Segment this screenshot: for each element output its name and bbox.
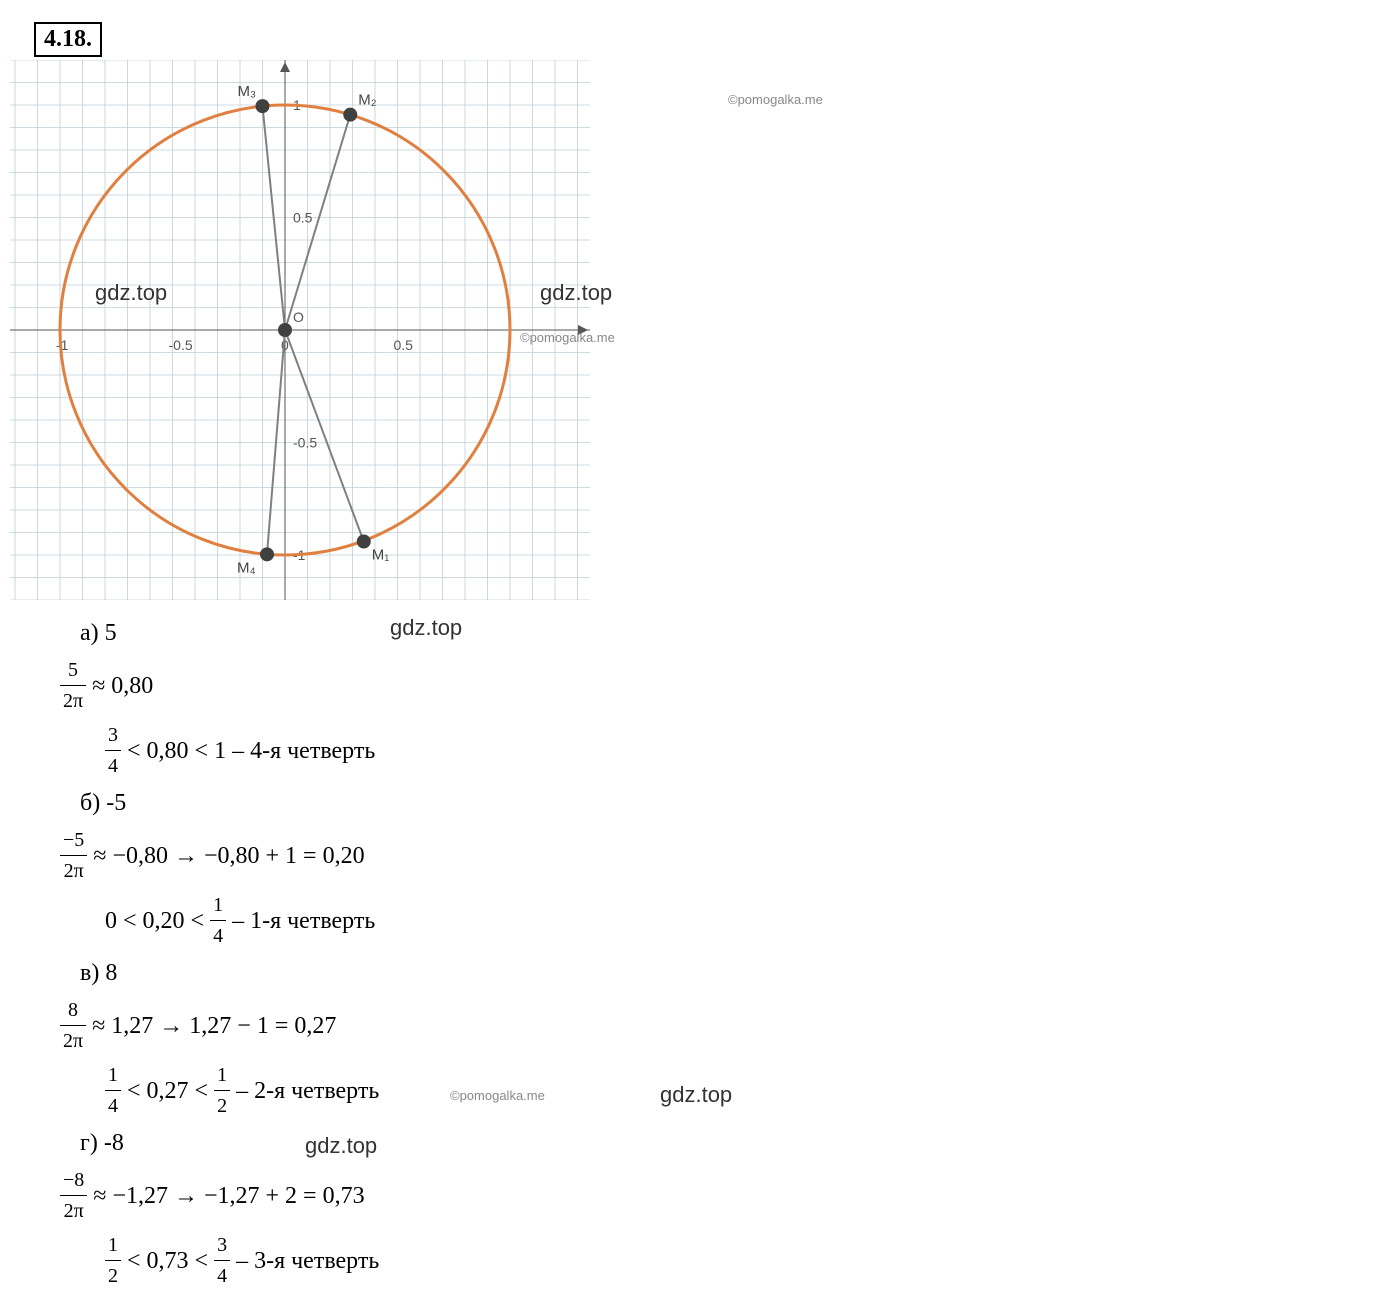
solution-c-label: в) 8 [80,955,379,991]
watermark-text: gdz.top [540,280,612,306]
watermark-text: gdz.top [95,280,167,306]
svg-text:0.5: 0.5 [293,210,313,226]
solution-b-frac: −5 2π ≈ −0,80 → −0,80 + 1 = 0,20 [60,825,379,886]
svg-text:M₁: M₁ [372,547,390,564]
solution-d-bounds: 1 2 < 0,73 < 3 4 – 3-я четверть [105,1230,379,1291]
svg-text:0.5: 0.5 [394,337,414,353]
chart-svg: -1-0.500.5-1-0.50.51OM₁M₂M₃M₄ [10,60,590,600]
svg-text:O: O [293,309,304,325]
solution-b-bounds: 0 < 0,20 < 1 4 – 1-я четверть [105,890,379,951]
watermark-text: gdz.top [305,1133,377,1159]
watermark-text: ©pomogalka.me [520,330,615,345]
solution-d-frac: −8 2π ≈ −1,27 → −1,27 + 2 = 0,73 [60,1165,379,1226]
watermark-text: ©pomogalka.me [728,92,823,107]
solution-a-bounds: 3 4 < 0,80 < 1 – 4-я четверть [105,720,379,781]
svg-text:M₂: M₂ [358,92,376,109]
solutions-block: а) 5 5 2π ≈ 0,80 3 4 < 0,80 < 1 – 4-я че… [60,615,379,1295]
unit-circle-chart: -1-0.500.5-1-0.50.51OM₁M₂M₃M₄ [10,60,590,600]
watermark-text: ©pomogalka.me [450,1088,545,1103]
solution-c-bounds: 1 4 < 0,27 < 1 2 – 2-я четверть [105,1060,379,1121]
watermark-text: gdz.top [390,615,462,641]
svg-text:M₃: M₃ [238,83,257,100]
solution-a-label: а) 5 [80,615,379,651]
svg-text:-0.5: -0.5 [169,337,193,353]
solution-a-frac: 5 2π ≈ 0,80 [60,655,379,716]
problem-number-text: 4.18. [44,26,92,52]
svg-text:M₄: M₄ [237,559,256,576]
watermark-text: gdz.top [660,1082,732,1108]
problem-number: 4.18. [34,22,102,57]
svg-text:-0.5: -0.5 [293,435,317,451]
solution-c-frac: 8 2π ≈ 1,27 → 1,27 − 1 = 0,27 [60,995,379,1056]
solution-b-label: б) -5 [80,785,379,821]
